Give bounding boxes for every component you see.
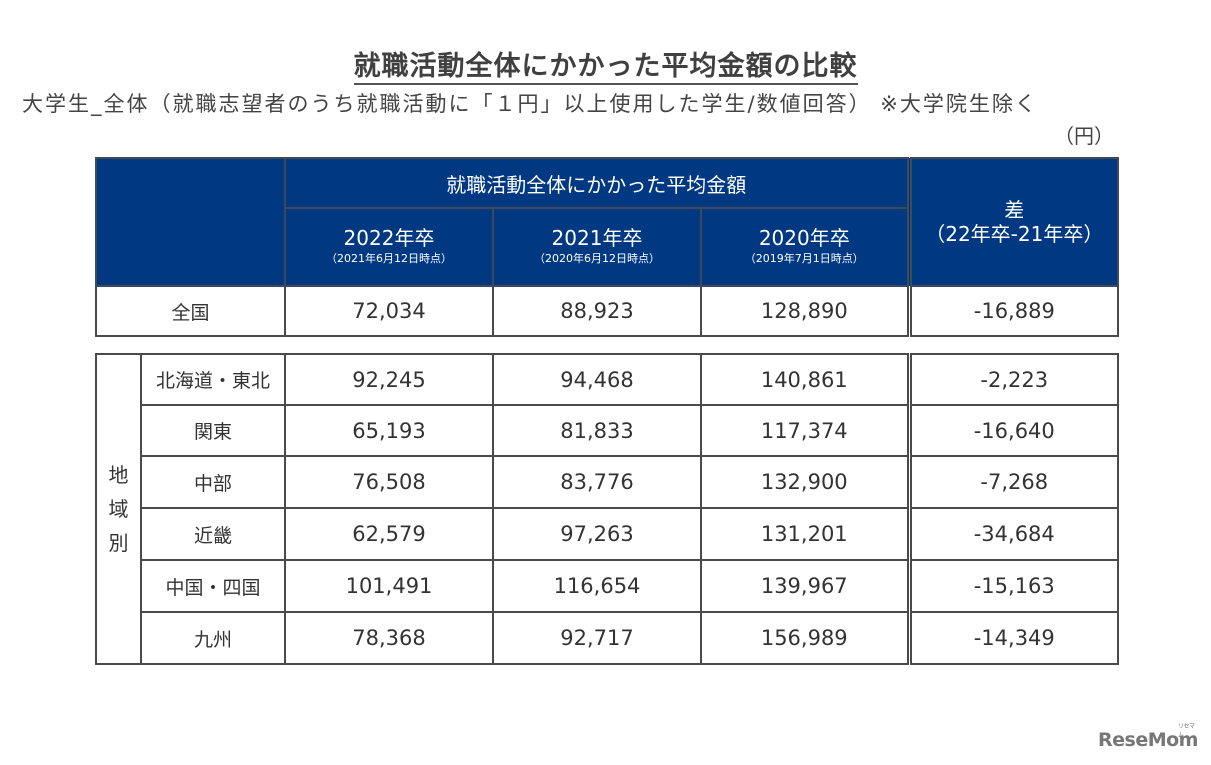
diff-cell: -14,349 (906, 611, 1119, 665)
diff-cell: -2,223 (906, 353, 1119, 406)
column-header-2021: 2021年卒 （2020年6月12日時点） (492, 207, 702, 287)
value-cell: 92,245 (284, 353, 494, 406)
regional-group-label: 地域別 (95, 353, 142, 665)
row-label: 北海道・東北 (140, 353, 286, 406)
group-header: 就職活動全体にかかった平均金額 (283, 157, 911, 209)
resemom-logo: ReseMom リセマム (1098, 723, 1198, 751)
diff-cell: -15,163 (906, 559, 1119, 613)
table-row: 中部 76,508 83,776 132,900 -7,268 (96, 455, 1119, 509)
regional-table: 地域別 北海道・東北 92,245 94,468 140,861 -2,223 … (95, 353, 1119, 665)
value-cell: 132,900 (700, 455, 910, 509)
table-row-national: 全国 72,034 88,923 128,890 -16,889 (95, 285, 1120, 337)
column-header-2022: 2022年卒 （2021年6月12日時点） (284, 207, 494, 287)
value-cell: 117,374 (700, 404, 910, 457)
value-cell: 131,201 (700, 507, 910, 561)
value-cell: 78,368 (284, 611, 494, 665)
row-label: 九州 (140, 611, 286, 665)
value-cell: 101,491 (284, 559, 494, 613)
diff-cell: -7,268 (906, 455, 1119, 509)
value-cell: 65,193 (284, 404, 494, 457)
corner-cell (95, 157, 286, 287)
value-cell: 72,034 (284, 285, 494, 337)
diff-header: 差 （22年卒-21年卒） (906, 157, 1120, 287)
row-label: 中部 (140, 455, 286, 509)
national-table: 就職活動全体にかかった平均金額 差 （22年卒-21年卒） 2022年卒 （202… (95, 157, 1120, 337)
row-label: 中国・四国 (140, 559, 286, 613)
diff-cell: -16,640 (906, 404, 1119, 457)
table-row: 関東 65,193 81,833 117,374 -16,640 (96, 404, 1119, 457)
value-cell: 88,923 (492, 285, 702, 337)
value-cell: 94,468 (492, 353, 702, 406)
table-row: 九州 78,368 92,717 156,989 -14,349 (96, 611, 1119, 665)
value-cell: 76,508 (284, 455, 494, 509)
value-cell: 81,833 (492, 404, 702, 457)
table-row: 中国・四国 101,491 116,654 139,967 -15,163 (96, 559, 1119, 613)
unit-label: （円） (1054, 124, 1114, 148)
row-label: 関東 (140, 404, 286, 457)
value-cell: 92,717 (492, 611, 702, 665)
table-row: 近畿 62,579 97,263 131,201 -34,684 (96, 507, 1119, 561)
row-label: 近畿 (140, 507, 286, 561)
value-cell: 128,890 (699, 285, 911, 337)
value-cell: 140,861 (700, 353, 910, 406)
subtitle: 大学生_全体（就職志望者のうち就職活動に「１円」以上使用した学生/数値回答） ※… (22, 92, 1038, 116)
table-row: 地域別 北海道・東北 92,245 94,468 140,861 -2,223 (95, 353, 1119, 665)
value-cell: 156,989 (700, 611, 910, 665)
page-title: 就職活動全体にかかった平均金額の比較 (0, 44, 1211, 85)
value-cell: 116,654 (492, 559, 702, 613)
page-title-text: 就職活動全体にかかった平均金額の比較 (353, 51, 858, 85)
diff-cell: -34,684 (906, 507, 1119, 561)
value-cell: 139,967 (700, 559, 910, 613)
value-cell: 97,263 (492, 507, 702, 561)
value-cell: 83,776 (492, 455, 702, 509)
diff-cell: -16,889 (906, 285, 1120, 337)
value-cell: 62,579 (284, 507, 494, 561)
column-header-2020: 2020年卒 （2019年7月1日時点） (699, 207, 911, 287)
row-label: 全国 (95, 285, 286, 337)
